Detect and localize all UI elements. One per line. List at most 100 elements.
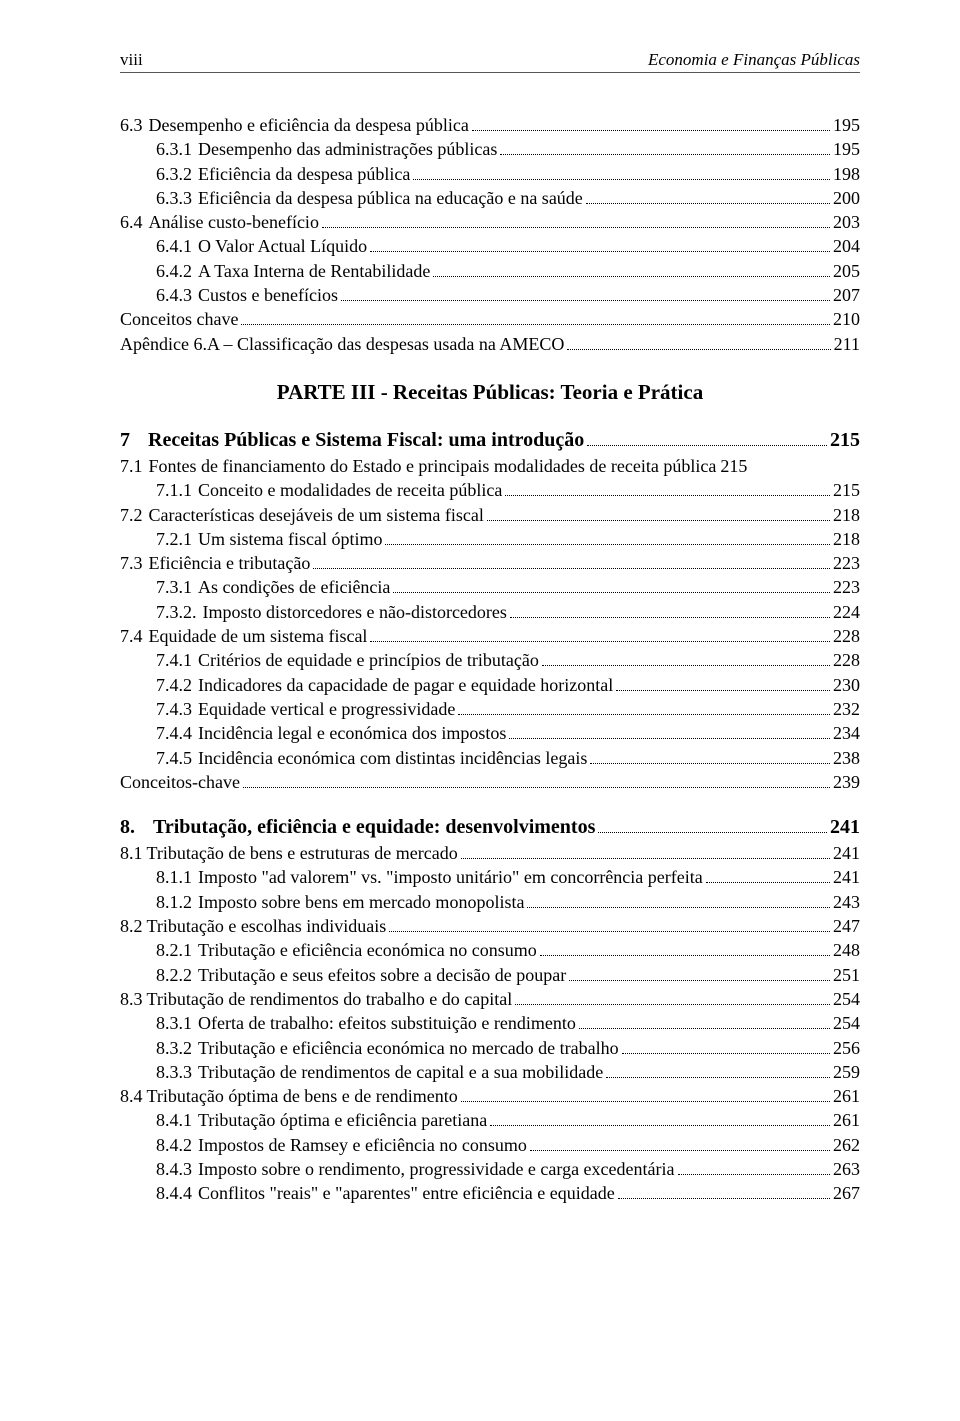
toc-entry: 8.2Tributação e escolhas individuais 247 [120,914,860,938]
toc-label: Desempenho e eficiência da despesa públi… [143,113,469,137]
toc-page: 223 [833,575,860,599]
toc-label: Conceitos-chave [120,770,240,794]
toc-entry: 8.1.2Imposto sobre bens em mercado monop… [120,890,860,914]
toc-page: 218 [833,527,860,551]
toc-page: 254 [833,1011,860,1035]
toc-number: 7.2 [120,503,143,527]
chapter-number: 7 [120,427,130,454]
toc-entry: 7.4.5Incidência económica com distintas … [120,746,860,770]
toc-entry: 6.3.3Eficiência da despesa pública na ed… [120,186,860,210]
toc-page: 210 [833,307,860,331]
toc-number: 8.4.2 [156,1133,192,1157]
toc-label: Conceito e modalidades de receita públic… [192,478,502,502]
toc-number: 8.3.3 [156,1060,192,1084]
toc-leader-dots [509,738,830,739]
toc-page: 211 [834,332,860,356]
chapter-heading: 7Receitas Públicas e Sistema Fiscal: uma… [120,427,860,454]
toc-page: 261 [833,1084,860,1108]
toc-label: Equidade de um sistema fiscal [143,624,368,648]
toc-leader-dots [579,1028,830,1029]
toc-number: 8.3 [120,987,143,1011]
toc-label: Oferta de trabalho: efeitos substituição… [192,1011,576,1035]
toc-entry: 7.2Características desejáveis de um sist… [120,503,860,527]
toc-number: 8.1.2 [156,890,192,914]
toc-leader-dots [370,641,830,642]
toc-page: 224 [833,600,860,624]
toc-leader-dots [542,665,830,666]
toc-leader-dots [413,179,830,180]
toc-page: 243 [833,890,860,914]
toc-leader-dots [586,203,830,204]
toc-leader-dots [530,1150,830,1151]
toc-page: 218 [833,503,860,527]
toc-leader-dots [569,980,830,981]
toc-number: 7.1.1 [156,478,192,502]
toc-label: Desempenho das administrações públicas [192,137,497,161]
toc-entry: Apêndice 6.A – Classificação das despesa… [120,332,860,356]
toc-leader-dots [505,495,830,496]
toc-label: Tributação de bens e estruturas de merca… [143,841,458,865]
toc-leader-dots [490,1125,830,1126]
toc-entry: 7.1Fontes de financiamento do Estado e p… [120,454,860,478]
toc-label: Tributação e eficiência económica no mer… [192,1036,619,1060]
toc-label: Incidência económica com distintas incid… [192,746,587,770]
toc-leader-dots [500,154,830,155]
toc-page: 205 [833,259,860,283]
toc-leader-dots [341,300,830,301]
toc-leader-dots [461,1101,830,1102]
toc-page: 203 [833,210,860,234]
toc-page: 241 [833,841,860,865]
toc-entry: Conceitos chave210 [120,307,860,331]
toc-entry: 6.3Desempenho e eficiência da despesa pú… [120,113,860,137]
toc-entry: 8.3.1Oferta de trabalho: efeitos substit… [120,1011,860,1035]
toc-page: 215 [833,478,860,502]
toc-number: 8.2 [120,914,143,938]
toc-page: 228 [833,624,860,648]
toc-number: 7.3 [120,551,143,575]
toc-leader-dots [527,907,830,908]
toc-label: Imposto distorcedores e não-distorcedore… [197,600,507,624]
toc-leader-dots [598,832,827,833]
toc-label: Fontes de financiamento do Estado e prin… [143,454,717,478]
toc-page: 200 [833,186,860,210]
toc-entry: 6.4Análise custo-benefício203 [120,210,860,234]
toc-entry: 8.1.1Imposto "ad valorem" vs. "imposto u… [120,865,860,889]
toc-entry: 8.4.3Imposto sobre o rendimento, progres… [120,1157,860,1181]
toc-entry: 7.3Eficiência e tributação223 [120,551,860,575]
toc-label: Análise custo-benefício [143,210,319,234]
toc-number: 8.2.1 [156,938,192,962]
toc-page: 195 [833,137,860,161]
toc-entry: 6.3.1Desempenho das administrações públi… [120,137,860,161]
chapter-page: 241 [830,814,860,841]
toc-number: 8.4 [120,1084,143,1108]
toc-page: 254 [833,987,860,1011]
toc-label: Tributação e escolhas individuais [143,914,387,938]
toc-page: 230 [833,673,860,697]
toc-page: 263 [833,1157,860,1181]
toc-number: 6.4.1 [156,234,192,258]
toc-number: 8.2.2 [156,963,192,987]
toc-entry: 7.4Equidade de um sistema fiscal228 [120,624,860,648]
toc-label: Tributação e seus efeitos sobre a decisã… [192,963,566,987]
toc-label: Características desejáveis de um sistema… [143,503,484,527]
toc-label: A Taxa Interna de Rentabilidade [192,259,430,283]
toc-entry: 7.4.2Indicadores da capacidade de pagar … [120,673,860,697]
toc-entry: 8.3.2Tributação e eficiência económica n… [120,1036,860,1060]
toc-leader-dots [389,931,830,932]
toc-label: Equidade vertical e progressividade [192,697,455,721]
toc-page: 247 [833,914,860,938]
toc-entry: Conceitos-chave239 [120,770,860,794]
toc-label: Impostos de Ramsey e eficiência no consu… [192,1133,527,1157]
toc-page: 207 [833,283,860,307]
toc-label: Tributação de rendimentos de capital e a… [192,1060,603,1084]
toc-page: 262 [833,1133,860,1157]
toc-label: Critérios de equidade e princípios de tr… [192,648,539,672]
toc-leader-dots [510,617,830,618]
toc-page: 256 [833,1036,860,1060]
toc-page: 248 [833,938,860,962]
toc-page: 215 [720,454,747,478]
toc-leader-dots [472,130,830,131]
toc-page: 241 [833,865,860,889]
toc-label: Um sistema fiscal óptimo [192,527,382,551]
chapter-number: 8. [120,814,135,841]
